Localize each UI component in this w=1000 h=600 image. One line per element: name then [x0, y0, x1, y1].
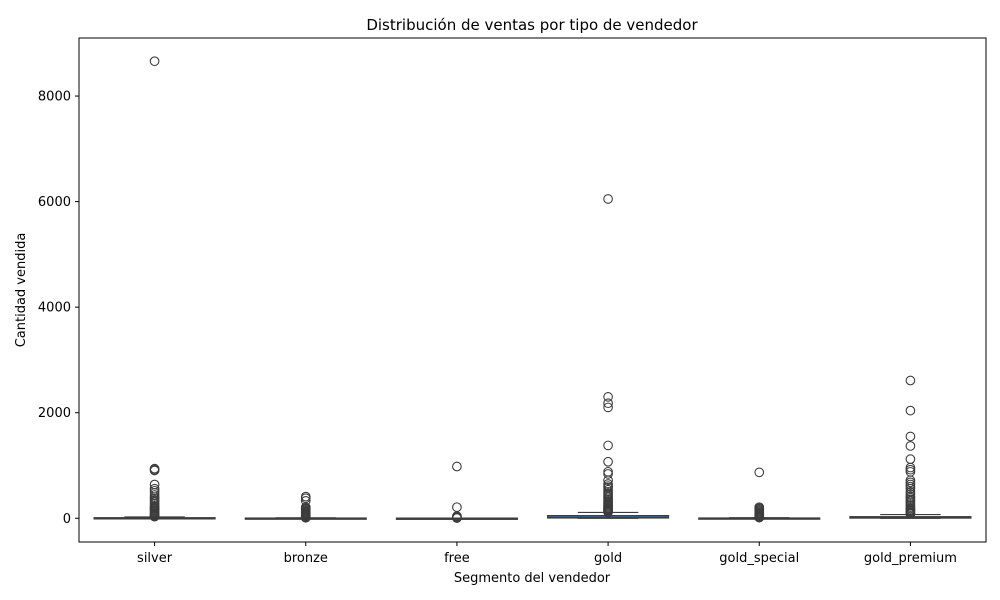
outlier-point	[603, 507, 613, 518]
outlier-point	[905, 464, 916, 475]
x-tick-label: bronze	[284, 551, 328, 566]
outlier-point	[603, 475, 613, 486]
outlier-point	[603, 194, 613, 204]
outlier-point	[603, 392, 613, 402]
outlier-point	[149, 465, 160, 476]
box-gold	[547, 194, 670, 519]
outlier-point	[603, 469, 613, 479]
x-axis-label: Segmento del vendedor	[454, 571, 611, 586]
box-silver	[93, 56, 216, 522]
plot-frame	[78, 37, 987, 543]
outlier-point	[905, 454, 916, 464]
box-gold_special	[698, 467, 821, 523]
box-bronze	[244, 491, 367, 523]
outlier-point	[905, 375, 916, 386]
x-axis: silver bronze free gold gold_special gold_pre…	[137, 542, 957, 566]
outlier-point	[603, 466, 613, 477]
y-tick-label: 0	[63, 512, 71, 527]
outlier-point	[452, 502, 462, 513]
outlier-point	[300, 512, 311, 523]
outlier-point	[905, 405, 916, 416]
y-axis-label: Cantidad vendida	[14, 233, 29, 348]
box-gold_premium	[849, 375, 972, 519]
box-free	[395, 461, 518, 523]
x-tick-label: silver	[137, 551, 173, 566]
y-tick-label: 6000	[38, 195, 71, 210]
plot-area	[78, 37, 987, 543]
outlier-point	[149, 56, 160, 67]
chart-title: Distribución de ventas por tipo de vende…	[366, 16, 698, 34]
y-tick-label: 4000	[38, 301, 71, 316]
x-tick-label: free	[444, 551, 470, 566]
outlier-point	[603, 398, 613, 409]
x-tick-label: gold_special	[719, 551, 799, 566]
outlier-point	[905, 509, 916, 519]
outlier-point	[905, 431, 916, 442]
outlier-point	[149, 511, 160, 522]
outlier-point	[603, 402, 613, 413]
y-tick-label: 8000	[38, 90, 71, 105]
outlier-point	[603, 440, 613, 451]
y-tick-label: 2000	[38, 406, 71, 421]
y-axis: 0 2000 4000 6000 8000	[38, 90, 79, 527]
outlier-point	[905, 441, 916, 451]
outlier-point	[754, 467, 765, 478]
x-tick-label: gold	[594, 551, 622, 566]
outlier-point	[754, 512, 765, 523]
outlier-point	[452, 461, 462, 472]
outlier-point	[603, 456, 613, 467]
x-tick-label: gold_premium	[864, 551, 957, 566]
outlier-point	[452, 513, 462, 523]
